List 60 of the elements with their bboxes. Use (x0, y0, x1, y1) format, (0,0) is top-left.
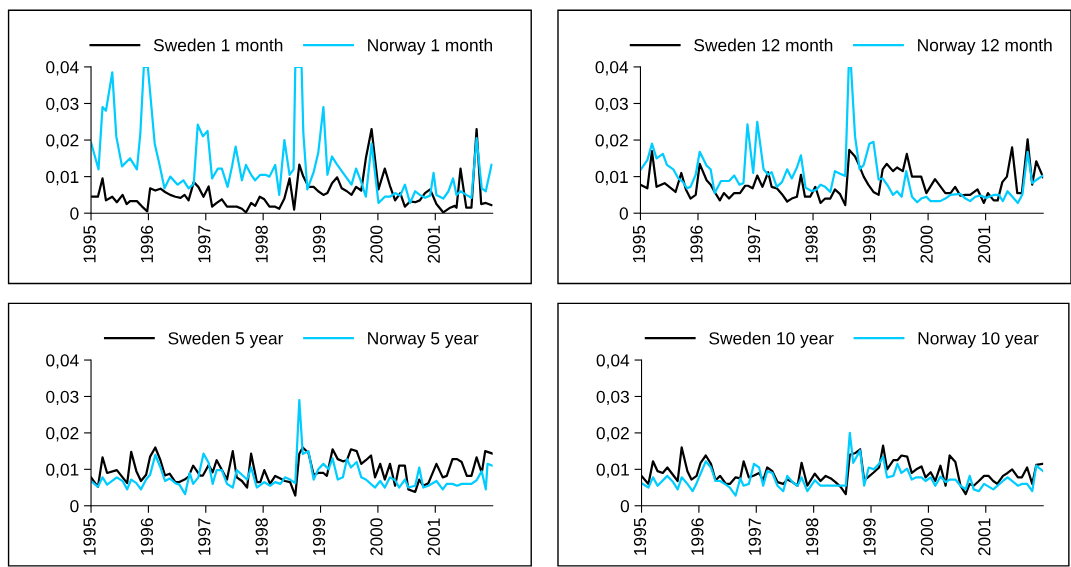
y-tick-label: 0 (619, 207, 628, 220)
y-tick-label: 0,01 (46, 463, 79, 478)
line-series (641, 431, 1044, 497)
x-tick-label: 2000 (370, 518, 383, 556)
y-tick-label: 0,03 (46, 97, 79, 112)
line-series (91, 66, 493, 205)
x-tick-label: 1995 (633, 518, 647, 555)
x-tick-label: 1997 (198, 225, 211, 263)
line-series (640, 66, 1044, 205)
x-tick-label: 1999 (863, 518, 876, 555)
y-tick-label: 0,02 (596, 427, 629, 442)
y-tick-label: 0,03 (595, 97, 628, 112)
line-series (91, 399, 493, 496)
x-tick-label: 1998 (806, 518, 819, 555)
x-tick-label: 1997 (747, 225, 761, 263)
legend-label: Sweden 1 month (153, 38, 283, 52)
y-tick-label: 0,03 (46, 390, 79, 405)
x-tick-label: 1995 (83, 225, 96, 263)
legend-label: Sweden 5 year (168, 331, 284, 348)
legend-label: Norway 10 year (918, 332, 1039, 348)
x-tick-label: 1997 (198, 518, 211, 555)
x-tick-label: 1996 (140, 225, 154, 263)
x-tick-label: 1996 (691, 518, 704, 555)
legend-label: Sweden 10 year (709, 331, 834, 348)
x-tick-label: 2000 (920, 518, 934, 556)
x-tick-label: 2001 (978, 518, 991, 556)
y-tick-label: 0,01 (596, 463, 629, 478)
x-tick-label: 1998 (805, 225, 818, 263)
y-tick-label: 0,02 (46, 134, 79, 149)
x-tick-label: 1999 (312, 518, 326, 555)
y-tick-label: 0 (620, 499, 630, 513)
x-tick-label: 1998 (255, 225, 268, 263)
y-tick-label: 0,03 (596, 390, 629, 405)
x-tick-label: 1999 (862, 225, 876, 263)
legend-label: Norway 1 month (368, 38, 492, 55)
x-tick-label: 1997 (748, 518, 761, 555)
x-tick-label: 1995 (83, 518, 96, 555)
y-tick-label: 0,04 (595, 61, 629, 76)
x-tick-label: 2001 (977, 225, 991, 263)
x-tick-label: 2000 (370, 225, 383, 263)
x-tick-label: 1999 (312, 225, 326, 263)
y-tick-label: 0 (70, 207, 79, 220)
x-tick-label: 1995 (632, 225, 646, 263)
x-tick-label: 1996 (690, 225, 703, 263)
y-tick-label: 0,04 (46, 354, 79, 369)
y-tick-label: 0,01 (46, 170, 79, 186)
x-tick-label: 1998 (255, 518, 268, 555)
y-tick-label: 0,02 (46, 427, 79, 442)
x-tick-label: 2001 (427, 225, 440, 263)
x-tick-label: 2001 (427, 518, 440, 556)
y-tick-label: 0,04 (596, 354, 630, 369)
y-tick-label: 0,01 (595, 170, 628, 186)
y-tick-label: 0,04 (46, 61, 79, 76)
y-tick-label: 0,02 (595, 134, 628, 149)
y-tick-label: 0 (70, 499, 79, 513)
x-tick-label: 2000 (920, 225, 933, 263)
legend-label: Norway 5 year (368, 332, 479, 348)
legend-label: Norway 12 month (918, 38, 1052, 55)
legend-label: Sweden 12 month (694, 38, 833, 52)
x-tick-label: 1996 (140, 518, 154, 555)
